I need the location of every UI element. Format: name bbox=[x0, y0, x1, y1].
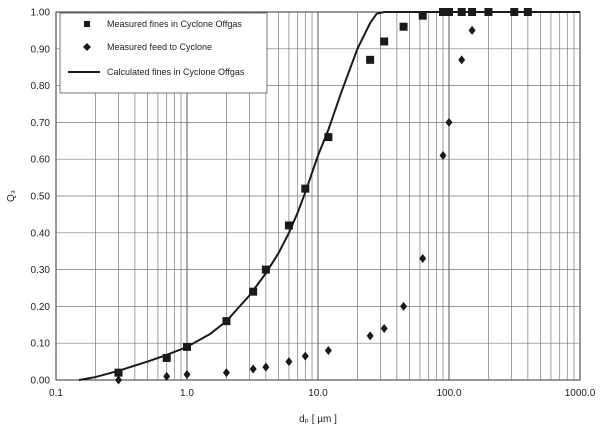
feed-diamond-point bbox=[458, 55, 466, 65]
feed-diamond-point bbox=[445, 117, 453, 127]
calculated-curve-layer bbox=[78, 11, 580, 381]
y-tick-label: 0.80 bbox=[31, 81, 51, 92]
fines-square-point bbox=[222, 317, 231, 326]
fines-square-point bbox=[301, 184, 310, 193]
y-tick-label: 1.00 bbox=[31, 8, 51, 19]
legend-label-calculated-fines: Calculated fines in Cyclone Offgas bbox=[107, 67, 245, 77]
fines-square-point bbox=[523, 8, 532, 16]
y-tick-label: 0.60 bbox=[31, 155, 51, 166]
feed-diamond-point bbox=[301, 351, 309, 361]
y-tick-label: 0.10 bbox=[31, 339, 51, 350]
feed-diamond-point bbox=[262, 362, 270, 372]
y-tick-labels: 0.00 0.10 0.20 0.30 0.40 0.50 0.60 0.70 0.80 0.90… bbox=[31, 8, 51, 387]
feed-diamond-point bbox=[163, 371, 171, 381]
x-tick-label: 1000.0 bbox=[565, 388, 596, 399]
calculated-fines-curve bbox=[78, 11, 580, 381]
fines-square-point bbox=[162, 353, 171, 362]
feed-diamond-point bbox=[468, 25, 476, 35]
feed-diamond-point bbox=[324, 346, 332, 356]
feed-diamond-point bbox=[222, 368, 230, 378]
legend-label-measured-fines: Measured fines in Cyclone Offgas bbox=[107, 19, 242, 29]
fines-square-point bbox=[366, 55, 375, 64]
feed-diamond-point bbox=[183, 369, 191, 379]
y-tick-label: 0.70 bbox=[31, 118, 51, 129]
legend-label-measured-feed: Measured feed to Cyclone bbox=[107, 42, 212, 52]
feed-diamond-point bbox=[380, 323, 388, 333]
fines-square-point bbox=[324, 133, 333, 142]
fines-square-point bbox=[457, 8, 466, 16]
legend-box bbox=[59, 12, 268, 94]
fines-square-point bbox=[439, 8, 448, 16]
markers-layer bbox=[114, 8, 532, 385]
legend-marker-square bbox=[84, 21, 90, 27]
x-axis-label: dₚ [ µm ] bbox=[299, 414, 337, 425]
feed-diamond-point bbox=[400, 301, 408, 311]
fines-square-point bbox=[468, 8, 477, 16]
y-tick-label: 0.90 bbox=[31, 44, 51, 55]
fines-square-point bbox=[418, 11, 427, 20]
fines-square-point bbox=[114, 368, 123, 377]
feed-diamond-point bbox=[366, 331, 374, 341]
fines-square-point bbox=[380, 37, 389, 46]
fines-square-point bbox=[249, 287, 258, 296]
x-tick-label: 100.0 bbox=[436, 388, 461, 399]
feed-diamond-point bbox=[285, 357, 293, 367]
feed-diamond-point bbox=[439, 151, 447, 161]
legend: Measured fines in Cyclone Offgas Measure… bbox=[59, 12, 268, 94]
fines-square-point bbox=[510, 8, 519, 16]
x-tick-label: 10.0 bbox=[308, 388, 328, 399]
feed-diamond-point bbox=[419, 254, 427, 264]
y-tick-label: 0.50 bbox=[31, 192, 51, 203]
fines-square-point bbox=[445, 8, 453, 16]
fines-square-point bbox=[284, 221, 293, 230]
feed-diamond-point bbox=[249, 364, 257, 374]
fines-square-point bbox=[183, 342, 191, 351]
fines-square-point bbox=[399, 22, 408, 31]
feed-diamond-point bbox=[115, 375, 123, 385]
y-tick-label: 0.30 bbox=[31, 265, 51, 276]
fines-square-point bbox=[261, 265, 270, 274]
fines-square-point bbox=[484, 8, 493, 16]
y-axis-label: Q₃ bbox=[6, 190, 17, 202]
y-tick-label: 0.40 bbox=[31, 228, 51, 239]
x-tick-label: 1.0 bbox=[180, 388, 194, 399]
y-tick-label: 0.20 bbox=[31, 302, 51, 313]
legend-marker-diamond bbox=[83, 43, 91, 51]
x-tick-label: 0.1 bbox=[49, 388, 63, 399]
y-tick-label: 0.00 bbox=[31, 376, 51, 387]
x-tick-labels: 0.1 1.0 10.0 100.0 1000.0 bbox=[49, 388, 596, 399]
